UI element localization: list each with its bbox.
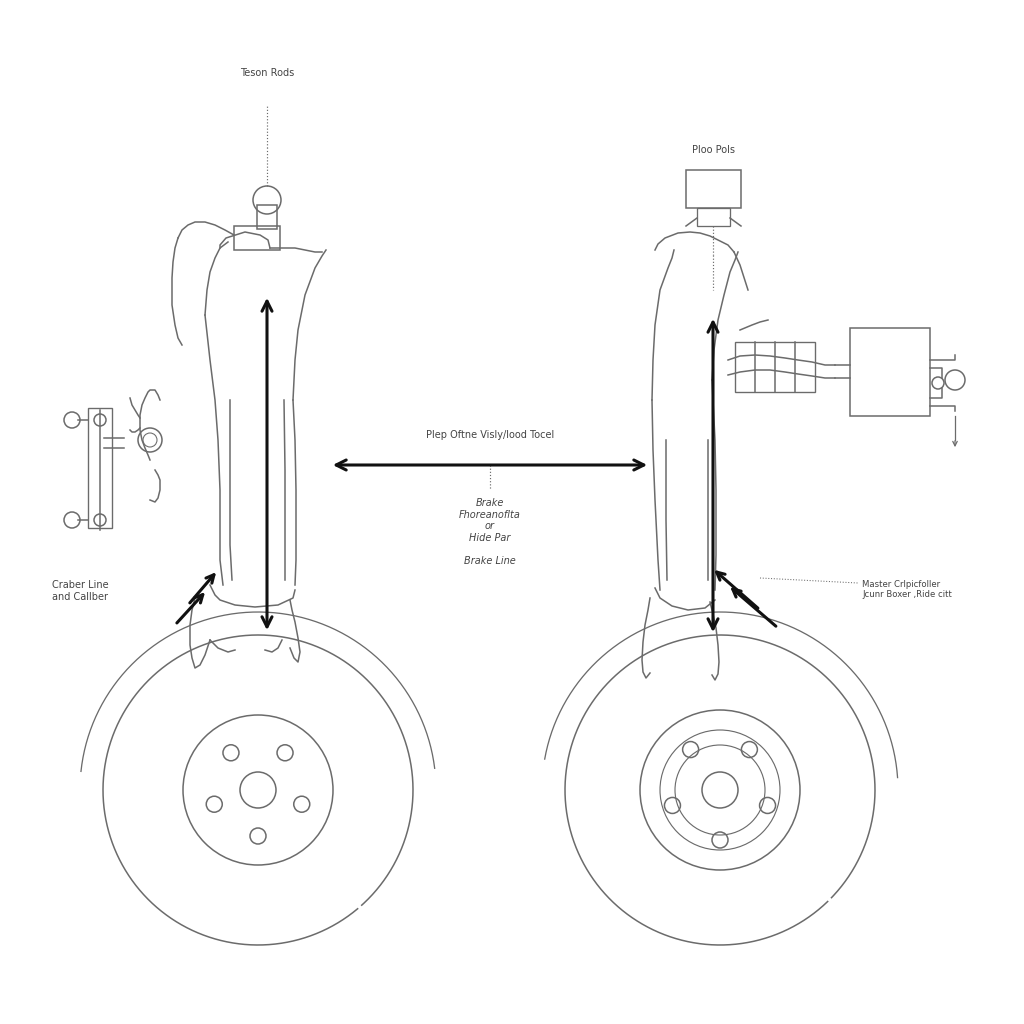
Text: Plep Oftne Visly/lood Tocel: Plep Oftne Visly/lood Tocel [426, 430, 554, 440]
Text: Ploo Pols: Ploo Pols [691, 145, 734, 155]
Text: Teson Rods: Teson Rods [240, 68, 294, 78]
Bar [697, 208, 730, 226]
Text: Brake
Fhoreanoflta
or
Hide Par

Brake Line: Brake Fhoreanoflta or Hide Par Brake Lin… [459, 498, 521, 566]
Bar [686, 170, 741, 208]
Bar [850, 328, 930, 416]
Text: Master Crlpicfoller
Jcunr Boxer ,Ride citt: Master Crlpicfoller Jcunr Boxer ,Ride ci… [862, 580, 952, 599]
Bar [257, 205, 278, 229]
Bar [88, 408, 112, 528]
Bar [735, 342, 815, 392]
Bar [234, 226, 280, 250]
Text: Craber Line
and Callber: Craber Line and Callber [52, 580, 109, 602]
